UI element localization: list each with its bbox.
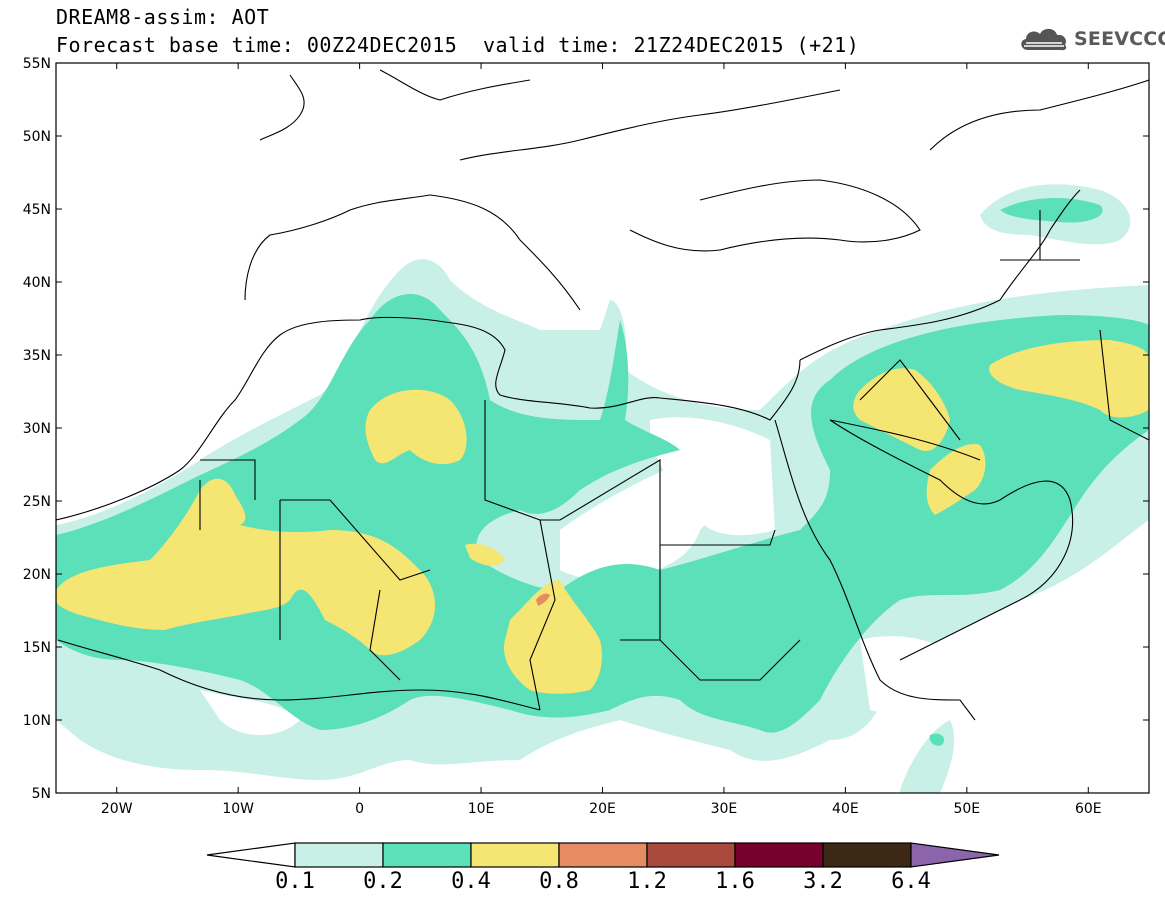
aot-0.4-contour bbox=[56, 340, 1149, 694]
colorbar-bin bbox=[382, 842, 472, 868]
colorbar: 0.1 0.2 0.4 0.8 1.2 1.6 3.2 6.4 bbox=[206, 842, 1000, 894]
lat-label: 40N bbox=[23, 275, 51, 291]
seevccc-logo: SEEVCCC bbox=[1018, 24, 1165, 54]
colorbar-label: 0.2 bbox=[363, 869, 403, 894]
colorbar-max-arrow bbox=[910, 842, 1000, 868]
map-title: DREAM8-assim: AOT bbox=[56, 5, 270, 29]
lat-label: 35N bbox=[23, 348, 51, 364]
lon-label: 40E bbox=[832, 801, 859, 817]
colorbar-min-arrow bbox=[206, 842, 296, 868]
lon-label: 20E bbox=[589, 801, 616, 817]
colorbar-bin bbox=[822, 842, 912, 868]
lat-label: 45N bbox=[23, 202, 51, 218]
colorbar-label: 6.4 bbox=[891, 869, 931, 894]
lat-label: 15N bbox=[23, 640, 51, 656]
colorbar-bin bbox=[734, 842, 824, 868]
logo-text: SEEVCCC bbox=[1074, 28, 1165, 50]
coastlines-borders bbox=[56, 69, 1149, 721]
aot-below-0.1-areas bbox=[200, 417, 960, 735]
forecast-base-time: Forecast base time: 00Z24DEC2015 bbox=[56, 33, 458, 57]
aot-0.8-contour bbox=[536, 593, 550, 606]
lon-label: 30E bbox=[711, 801, 738, 817]
lat-label: 10N bbox=[23, 713, 51, 729]
colorbar-label: 0.4 bbox=[451, 869, 491, 894]
colorbar-bin bbox=[646, 842, 736, 868]
lat-label: 30N bbox=[23, 421, 51, 437]
lat-label: 50N bbox=[23, 129, 51, 145]
lon-label: 60E bbox=[1075, 801, 1102, 817]
colorbar-label: 0.1 bbox=[275, 869, 315, 894]
lat-label: 20N bbox=[23, 567, 51, 583]
lon-label: 50E bbox=[953, 801, 980, 817]
valid-time: valid time: 21Z24DEC2015 (+21) bbox=[483, 33, 860, 57]
longitude-axis: 20W 10W 0 10E 20E 30E 40E 50E 60E bbox=[101, 63, 1102, 817]
colorbar-bin bbox=[294, 842, 384, 868]
latitude-axis: 55N 50N 45N 40N 35N 30N 25N 20N 15N 10N 5N bbox=[23, 56, 1149, 802]
colorbar-label: 3.2 bbox=[803, 869, 843, 894]
lon-label: 10E bbox=[468, 801, 495, 817]
lon-label: 20W bbox=[101, 801, 133, 817]
aot-fields bbox=[56, 63, 1149, 793]
cloud-icon bbox=[1021, 28, 1067, 51]
colorbar-label: 1.6 bbox=[715, 869, 755, 894]
lat-label: 25N bbox=[23, 494, 51, 510]
colorbar-bin bbox=[470, 842, 560, 868]
lon-label: 10W bbox=[222, 801, 254, 817]
colorbar-label: 1.2 bbox=[627, 869, 667, 894]
colorbar-label: 0.8 bbox=[539, 869, 579, 894]
colorbar-bin bbox=[558, 842, 648, 868]
lat-label: 55N bbox=[23, 56, 51, 72]
lon-label: 0 bbox=[355, 801, 364, 817]
lat-label: 5N bbox=[32, 786, 51, 802]
